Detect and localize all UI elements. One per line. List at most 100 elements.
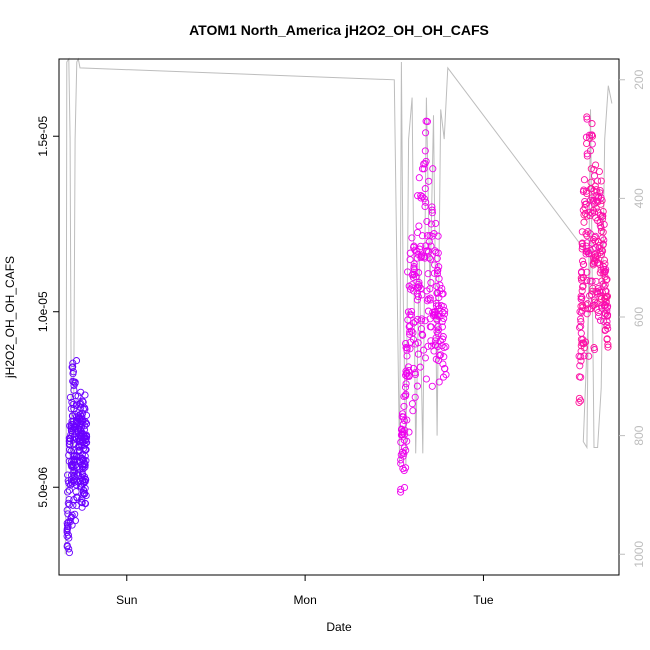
data-point <box>418 315 426 323</box>
data-point <box>402 380 410 388</box>
data-point <box>604 343 612 351</box>
data-point <box>431 341 439 349</box>
data-point <box>427 242 435 250</box>
y2-tick-label: 800 <box>632 425 646 445</box>
data-point <box>398 425 406 433</box>
data-point <box>600 302 608 310</box>
data-point <box>399 420 407 428</box>
data-point <box>413 382 421 390</box>
data-point <box>71 517 79 525</box>
data-point <box>409 319 418 327</box>
data-point <box>600 220 608 229</box>
data-point <box>418 232 426 240</box>
data-point <box>579 335 587 344</box>
y2-tick-label: 200 <box>632 69 646 89</box>
data-point <box>414 293 422 301</box>
data-point <box>600 283 608 291</box>
data-point <box>438 323 446 331</box>
data-point <box>580 218 588 226</box>
data-point <box>426 232 434 240</box>
data-point <box>600 317 608 325</box>
y-tick-label: 5.0e-06 <box>36 467 50 508</box>
data-point <box>592 161 600 169</box>
x-tick-label: Mon <box>293 593 316 607</box>
data-point <box>79 455 87 463</box>
data-point <box>602 294 610 302</box>
data-point <box>69 436 77 444</box>
data-point <box>603 311 611 320</box>
data-point <box>590 254 598 262</box>
data-point <box>596 261 604 269</box>
data-point <box>579 257 587 265</box>
data-point <box>408 234 416 242</box>
data-point <box>577 292 585 300</box>
data-point <box>434 356 442 365</box>
data-point <box>590 200 598 208</box>
data-point <box>431 261 439 269</box>
data-point <box>408 307 416 316</box>
data-point <box>586 147 595 155</box>
data-point <box>397 488 405 496</box>
data-point <box>581 210 589 218</box>
data-point <box>421 317 429 325</box>
x-tick-label: Sun <box>116 593 137 607</box>
data-point <box>594 208 602 216</box>
data-point <box>77 480 85 488</box>
y-axis-label: jH2O2_OH_OH_CAFS <box>3 256 17 379</box>
data-point <box>414 315 422 323</box>
data-point <box>81 446 89 454</box>
data-point <box>81 484 89 492</box>
data-point <box>64 499 72 507</box>
data-point <box>596 219 604 227</box>
data-point <box>589 261 597 269</box>
data-point <box>577 353 585 361</box>
data-point <box>594 259 602 267</box>
data-point <box>422 117 430 125</box>
data-point <box>578 228 586 236</box>
data-point <box>588 140 596 148</box>
data-point <box>599 228 607 236</box>
data-point <box>73 417 81 425</box>
data-point <box>415 278 423 287</box>
data-point <box>418 165 427 173</box>
data-point <box>424 270 432 278</box>
data-point <box>70 405 78 413</box>
data-point <box>64 510 72 518</box>
data-point <box>77 498 85 506</box>
data-point <box>68 412 76 420</box>
data-point <box>431 337 439 345</box>
data-point <box>411 393 419 401</box>
data-point <box>598 234 606 242</box>
data-point <box>80 441 88 449</box>
data-point <box>592 192 600 200</box>
data-point <box>594 308 602 317</box>
data-point <box>408 271 416 279</box>
data-point <box>577 357 585 365</box>
data-point <box>577 302 585 310</box>
data-point <box>397 451 405 459</box>
data-point <box>415 269 423 277</box>
data-point <box>72 453 80 461</box>
data-point <box>603 275 611 283</box>
data-points <box>63 113 612 557</box>
data-point <box>439 373 448 381</box>
data-point <box>417 254 425 262</box>
data-point <box>583 115 591 123</box>
data-point <box>411 369 419 377</box>
data-point <box>65 495 73 504</box>
data-point <box>590 346 599 354</box>
data-point <box>66 481 75 489</box>
data-point <box>413 254 421 262</box>
data-point <box>421 354 429 362</box>
data-point <box>604 341 612 349</box>
data-point <box>409 407 417 415</box>
data-point <box>73 502 81 510</box>
data-point <box>63 525 71 533</box>
data-point <box>418 291 426 299</box>
data-point <box>404 316 412 324</box>
data-point <box>577 397 585 405</box>
data-point <box>64 488 72 496</box>
data-point <box>398 430 406 438</box>
data-point <box>72 357 81 365</box>
data-point <box>400 466 408 475</box>
